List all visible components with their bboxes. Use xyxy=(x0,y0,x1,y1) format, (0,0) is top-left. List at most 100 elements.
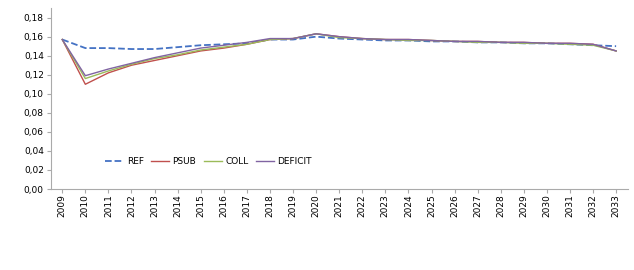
REF xyxy=(289,38,297,41)
REF xyxy=(497,41,505,44)
REF xyxy=(127,48,135,51)
PSUB xyxy=(451,40,458,43)
DEFICIT xyxy=(197,46,205,50)
DEFICIT xyxy=(612,49,620,53)
PSUB xyxy=(266,38,274,41)
REF xyxy=(382,39,389,42)
COLL xyxy=(105,69,112,73)
PSUB xyxy=(543,42,551,45)
REF xyxy=(105,46,112,50)
PSUB xyxy=(174,54,181,57)
DEFICIT xyxy=(82,74,89,77)
COLL xyxy=(127,63,135,66)
PSUB xyxy=(520,41,527,44)
COLL xyxy=(243,43,250,46)
DEFICIT xyxy=(58,38,66,41)
PSUB xyxy=(243,43,250,46)
REF xyxy=(428,40,436,43)
PSUB xyxy=(58,38,66,41)
COLL xyxy=(313,32,320,35)
COLL xyxy=(589,44,597,47)
COLL xyxy=(451,40,458,43)
PSUB xyxy=(382,38,389,41)
COLL xyxy=(428,39,436,42)
PSUB xyxy=(497,41,505,44)
DEFICIT xyxy=(451,40,458,43)
PSUB xyxy=(358,37,366,40)
COLL xyxy=(197,48,205,52)
PSUB xyxy=(289,37,297,40)
DEFICIT xyxy=(289,37,297,40)
COLL xyxy=(220,46,228,49)
PSUB xyxy=(612,49,620,53)
DEFICIT xyxy=(266,37,274,40)
DEFICIT xyxy=(404,38,412,41)
COLL xyxy=(520,42,527,45)
Legend: REF, PSUB, COLL, DEFICIT: REF, PSUB, COLL, DEFICIT xyxy=(101,154,316,170)
REF xyxy=(82,46,89,50)
REF xyxy=(197,44,205,47)
COLL xyxy=(497,41,505,44)
PSUB xyxy=(566,42,574,45)
COLL xyxy=(151,57,158,60)
PSUB xyxy=(82,83,89,86)
PSUB xyxy=(127,64,135,67)
REF xyxy=(174,46,181,49)
COLL xyxy=(612,49,620,53)
COLL xyxy=(358,37,366,40)
Line: DEFICIT: DEFICIT xyxy=(62,34,616,76)
PSUB xyxy=(151,59,158,62)
COLL xyxy=(382,38,389,41)
COLL xyxy=(82,77,89,80)
REF xyxy=(313,35,320,38)
REF xyxy=(266,38,274,41)
REF xyxy=(58,38,66,41)
Line: REF: REF xyxy=(62,37,616,49)
REF xyxy=(243,42,250,45)
Line: COLL: COLL xyxy=(62,34,616,79)
DEFICIT xyxy=(335,35,343,38)
COLL xyxy=(289,37,297,40)
PSUB xyxy=(313,32,320,35)
COLL xyxy=(174,53,181,56)
DEFICIT xyxy=(497,41,505,44)
REF xyxy=(543,42,551,45)
PSUB xyxy=(197,49,205,53)
COLL xyxy=(266,38,274,41)
DEFICIT xyxy=(589,43,597,46)
REF xyxy=(612,45,620,48)
REF xyxy=(520,42,527,45)
PSUB xyxy=(589,43,597,46)
REF xyxy=(566,43,574,46)
DEFICIT xyxy=(428,39,436,42)
REF xyxy=(451,40,458,43)
REF xyxy=(589,44,597,47)
REF xyxy=(404,39,412,42)
COLL xyxy=(474,41,481,44)
DEFICIT xyxy=(220,44,228,47)
DEFICIT xyxy=(566,42,574,45)
DEFICIT xyxy=(474,40,481,43)
Line: PSUB: PSUB xyxy=(62,34,616,84)
COLL xyxy=(543,42,551,45)
DEFICIT xyxy=(520,41,527,44)
REF xyxy=(335,37,343,40)
COLL xyxy=(335,36,343,39)
DEFICIT xyxy=(243,41,250,44)
DEFICIT xyxy=(151,56,158,59)
DEFICIT xyxy=(543,42,551,45)
DEFICIT xyxy=(105,68,112,71)
REF xyxy=(220,43,228,46)
PSUB xyxy=(404,38,412,41)
PSUB xyxy=(220,46,228,50)
COLL xyxy=(566,43,574,46)
PSUB xyxy=(335,35,343,38)
REF xyxy=(358,38,366,41)
COLL xyxy=(404,39,412,42)
REF xyxy=(151,48,158,51)
REF xyxy=(474,41,481,44)
DEFICIT xyxy=(382,38,389,41)
COLL xyxy=(58,38,66,41)
DEFICIT xyxy=(127,62,135,65)
PSUB xyxy=(428,39,436,42)
